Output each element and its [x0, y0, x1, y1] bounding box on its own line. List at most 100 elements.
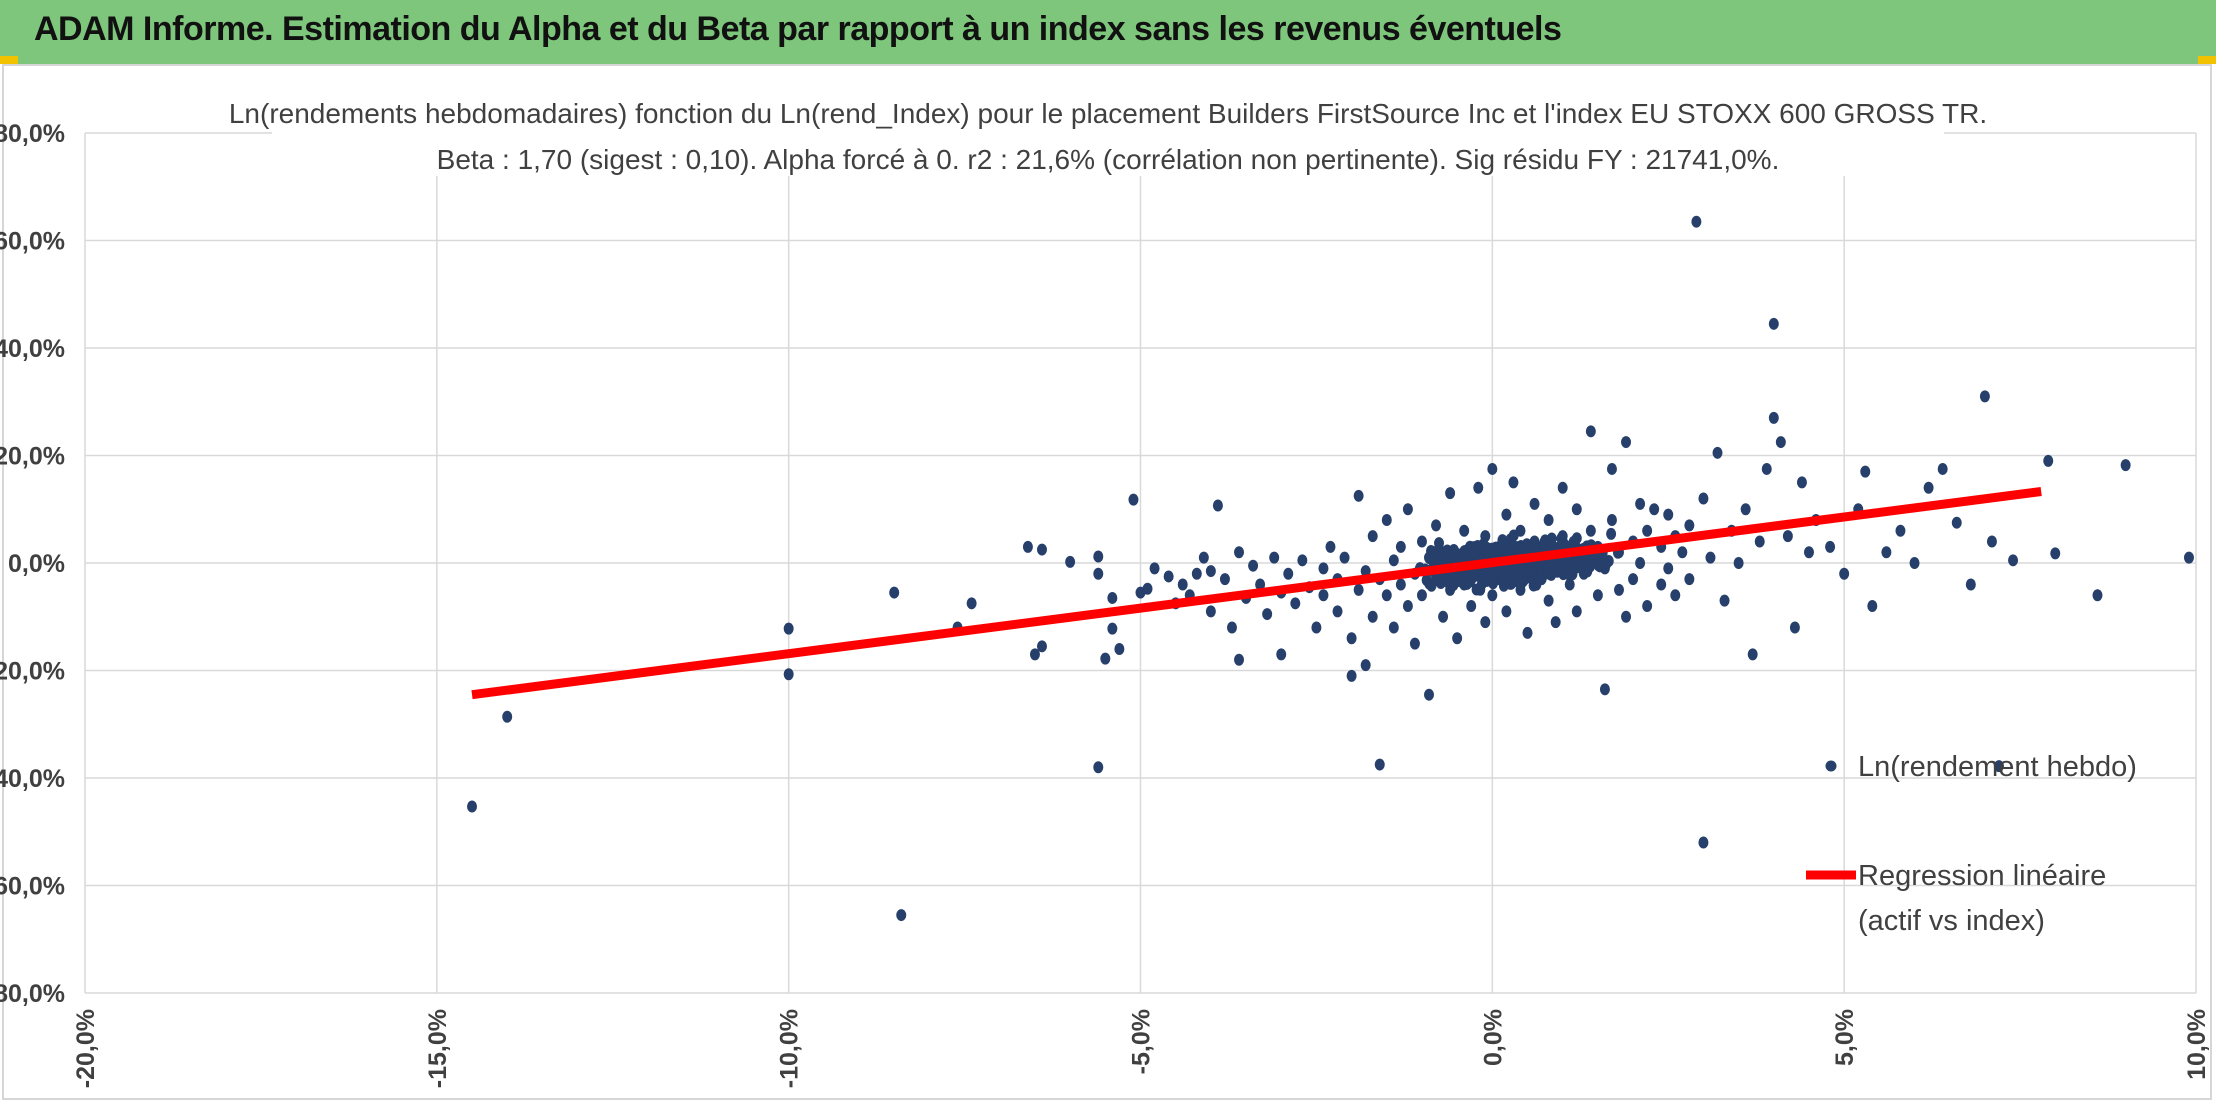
data-point: [1353, 489, 1364, 502]
legend-label-regression-line1: Regression linéaire: [1858, 860, 2106, 892]
data-point: [1402, 503, 1413, 516]
data-point: [1621, 436, 1632, 449]
data-point: [1965, 578, 1976, 591]
data-point: [1248, 559, 1259, 572]
data-point: [1424, 688, 1435, 701]
data-point: [1332, 605, 1343, 618]
data-point: [1107, 591, 1118, 604]
data-point: [1501, 605, 1512, 618]
data-point: [1635, 497, 1646, 510]
title-background: [272, 88, 1944, 176]
data-point: [1205, 565, 1216, 578]
data-point: [1557, 481, 1568, 494]
x-tick-label: -15,0%: [424, 1009, 452, 1088]
data-point: [1909, 557, 1920, 569]
data-point: [1432, 544, 1443, 557]
data-point: [1177, 578, 1188, 591]
data-point: [1712, 446, 1723, 459]
data-point: [1205, 605, 1216, 618]
data-point: [1568, 558, 1579, 571]
regression-line-group: [471, 487, 2042, 700]
data-points: [467, 215, 2194, 922]
data-point: [1402, 600, 1413, 612]
data-point: [2120, 459, 2131, 472]
data-point: [1740, 503, 1751, 516]
x-axis-ticks: -20,0% -15,0% -10,0% -5,0% 0,0% 5,0% 10,0%: [72, 1009, 2211, 1088]
data-point: [1234, 653, 1245, 666]
data-point: [1163, 570, 1174, 583]
data-point: [1571, 605, 1582, 618]
data-point: [1621, 610, 1632, 623]
data-point: [1542, 561, 1553, 574]
data-point: [1452, 632, 1463, 645]
data-point: [1226, 621, 1237, 634]
x-tick-label: -20,0%: [72, 1009, 100, 1088]
data-point: [1497, 534, 1508, 547]
data-point: [2008, 554, 2019, 567]
data-point: [1670, 589, 1681, 602]
x-tick-label: -10,0%: [776, 1009, 804, 1088]
y-tick-label: 60,0%: [0, 228, 65, 256]
data-point: [2043, 454, 2054, 467]
data-point: [1346, 669, 1357, 682]
data-point: [1022, 540, 1033, 553]
legend-label-points: Ln(rendement hebdo): [1858, 751, 2137, 783]
data-point: [1445, 487, 1456, 500]
y-tick-label: 20,0%: [0, 443, 65, 471]
data-point: [1642, 524, 1653, 537]
data-point: [1473, 481, 1484, 494]
data-point: [1093, 567, 1104, 580]
data-point: [1684, 519, 1695, 532]
data-point: [1093, 550, 1104, 563]
data-point: [1036, 543, 1047, 556]
chart-legend: Ln(rendement hebdo) Regression linéaire …: [1806, 751, 2137, 937]
data-point: [1606, 462, 1617, 475]
x-tick-label: 0,0%: [1479, 1009, 1507, 1066]
chart-subtitle: Beta : 1,70 (sigest : 0,10). Alpha forcé…: [437, 144, 1780, 175]
data-point: [1426, 579, 1437, 592]
data-point: [1663, 508, 1674, 521]
regression-line: [471, 487, 2042, 700]
data-point: [1360, 565, 1371, 578]
y-axis-ticks: 80,0% 60,0% 40,0% 20,0% 0,0% -20,0% -40,0% -60,…: [0, 120, 65, 1008]
data-point: [1768, 411, 1779, 424]
data-point: [1592, 589, 1603, 602]
data-point: [1733, 557, 1744, 569]
data-point: [1262, 608, 1273, 621]
data-point: [1803, 546, 1814, 559]
y-tick-label: 80,0%: [0, 120, 65, 148]
data-point: [1585, 425, 1596, 438]
data-point: [1388, 621, 1399, 634]
data-point: [1923, 481, 1934, 494]
data-point: [1318, 589, 1329, 602]
data-point: [966, 597, 977, 610]
data-point: [1599, 683, 1610, 696]
data-point: [1290, 597, 1301, 610]
data-point: [1460, 550, 1471, 563]
data-point: [1649, 503, 1660, 516]
data-point: [1468, 570, 1479, 583]
data-point: [1986, 535, 1997, 548]
data-point: [1775, 436, 1786, 449]
data-point: [1698, 836, 1709, 849]
data-point: [1543, 514, 1554, 526]
data-point: [1705, 551, 1716, 564]
data-point: [1867, 600, 1878, 612]
data-point: [1339, 551, 1350, 564]
data-point: [1789, 621, 1800, 634]
data-point: [896, 909, 907, 922]
report-title: ADAM Informe. Estimation du Alpha et du …: [34, 10, 1562, 48]
data-point: [1416, 535, 1427, 548]
data-point: [1642, 600, 1653, 612]
data-point: [1691, 215, 1702, 228]
data-point: [1276, 648, 1287, 661]
data-point: [1198, 551, 1209, 564]
data-point: [783, 668, 794, 681]
data-point: [2183, 551, 2194, 564]
data-point: [1522, 626, 1533, 639]
data-point: [1526, 566, 1537, 579]
data-point: [1029, 648, 1040, 661]
data-point: [1325, 540, 1336, 553]
data-point: [1508, 476, 1519, 489]
